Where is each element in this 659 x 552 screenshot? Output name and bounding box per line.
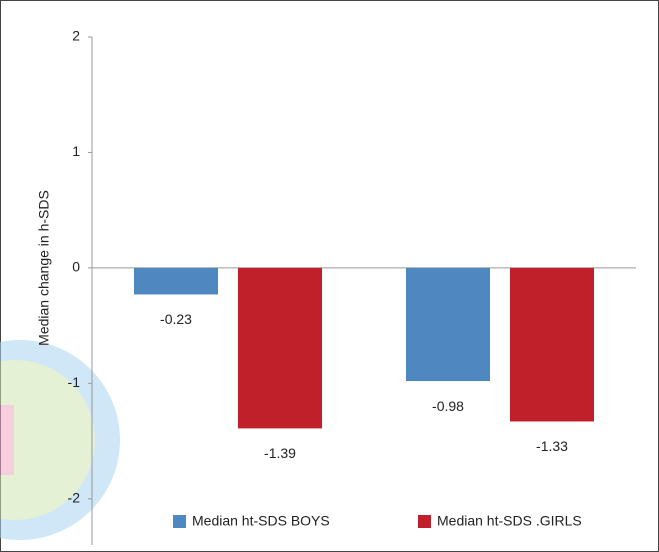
- y-tick-label: -1: [68, 374, 81, 390]
- legend-label: Median ht-SDS .GIRLS: [437, 513, 582, 529]
- y-tick-label: 1: [72, 143, 80, 159]
- background-blob: [0, 340, 120, 540]
- value-label: -1.33: [536, 438, 568, 454]
- bar: [406, 267, 490, 382]
- bar: [134, 267, 218, 295]
- bar: [510, 267, 594, 422]
- y-tick-label: 0: [72, 259, 80, 275]
- bar: [238, 267, 322, 429]
- value-label: -0.98: [432, 398, 464, 414]
- legend-swatch: [173, 515, 186, 528]
- y-tick-label: -2: [68, 490, 81, 506]
- y-axis-label: Median change in h-SDS: [36, 190, 52, 346]
- value-label: -0.23: [160, 311, 192, 327]
- legend-label: Median ht-SDS BOYS: [192, 513, 330, 529]
- blob-core: [0, 405, 14, 475]
- blob-inner: [0, 360, 95, 520]
- legend-swatch: [418, 515, 431, 528]
- value-label: -1.39: [264, 445, 296, 461]
- y-tick-label: 2: [72, 28, 80, 44]
